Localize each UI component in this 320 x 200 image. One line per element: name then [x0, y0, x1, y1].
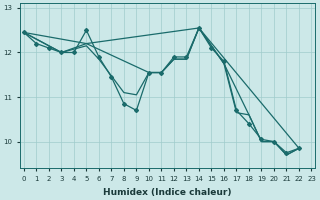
X-axis label: Humidex (Indice chaleur): Humidex (Indice chaleur): [103, 188, 232, 197]
